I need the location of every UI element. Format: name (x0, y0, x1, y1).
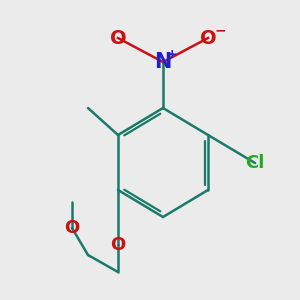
Text: O: O (110, 236, 126, 254)
Text: O: O (110, 28, 126, 47)
Text: N: N (154, 52, 172, 72)
Text: +: + (167, 47, 177, 61)
Text: O: O (64, 219, 80, 237)
Text: −: − (214, 23, 226, 37)
Text: Cl: Cl (245, 154, 265, 172)
Text: O: O (200, 28, 216, 47)
